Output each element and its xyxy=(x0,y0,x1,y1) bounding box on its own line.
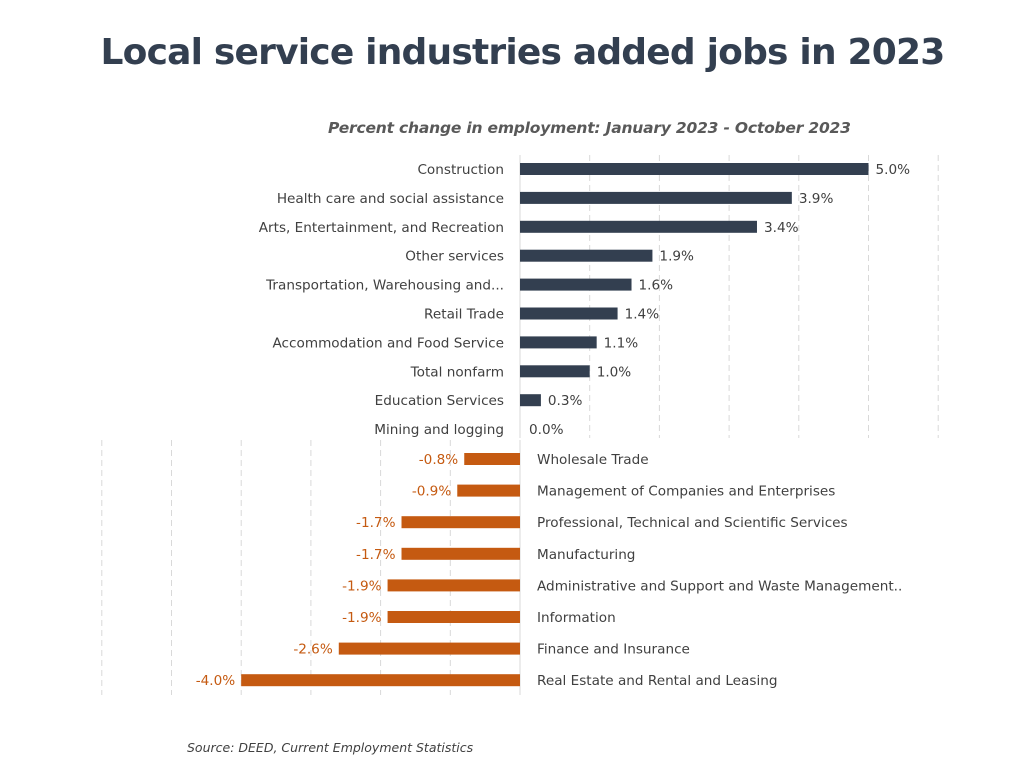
data-label: -1.7% xyxy=(356,515,396,531)
bar xyxy=(520,249,653,262)
data-label: -1.9% xyxy=(342,610,382,626)
category-label: Retail Trade xyxy=(424,307,504,323)
category-label: Manufacturing xyxy=(537,547,635,563)
data-label: 3.9% xyxy=(799,191,834,207)
data-label: 1.0% xyxy=(597,364,632,380)
data-label: 1.1% xyxy=(604,335,639,351)
category-label: Management of Companies and Enterprises xyxy=(537,484,835,500)
data-label: -0.9% xyxy=(412,484,452,500)
category-label: Wholesale Trade xyxy=(537,452,649,468)
category-label: Information xyxy=(537,610,616,626)
chart-title: Local service industries added jobs in 2… xyxy=(100,32,946,73)
category-label: Education Services xyxy=(375,393,504,409)
data-label: -2.6% xyxy=(293,642,333,658)
bar xyxy=(401,547,520,560)
category-label: Administrative and Support and Waste Man… xyxy=(537,578,902,594)
bar xyxy=(520,365,590,378)
bar xyxy=(338,642,520,655)
data-label: -1.7% xyxy=(356,547,396,563)
bar xyxy=(520,191,792,204)
bar xyxy=(520,336,597,349)
bar xyxy=(387,611,520,623)
bar xyxy=(464,453,520,465)
bar xyxy=(520,220,757,233)
category-label: Construction xyxy=(417,162,504,178)
category-label: Transportation, Warehousing and... xyxy=(265,278,504,294)
category-label: Real Estate and Rental and Leasing xyxy=(537,673,777,689)
data-label: 3.4% xyxy=(764,220,799,236)
bar xyxy=(387,579,520,592)
bar xyxy=(520,163,869,175)
data-label: -0.8% xyxy=(419,452,459,468)
category-label: Mining and logging xyxy=(374,422,504,438)
category-label: Accommodation and Food Service xyxy=(273,335,505,351)
data-label: 5.0% xyxy=(876,162,911,178)
data-label: 1.6% xyxy=(639,278,674,294)
data-label: 0.0% xyxy=(529,422,564,438)
data-label: -1.9% xyxy=(342,578,382,594)
chart-subtitle: Percent change in employment: January 20… xyxy=(328,119,851,137)
bar xyxy=(241,674,520,687)
data-label: 1.4% xyxy=(625,307,660,323)
category-label: Arts, Entertainment, and Recreation xyxy=(259,220,504,236)
bars-negative: Wholesale Trade -0.8% Management of Compan… xyxy=(196,452,903,689)
bars-positive: Construction 5.0% Health care and social a… xyxy=(259,162,910,438)
bar xyxy=(520,394,541,407)
bar xyxy=(401,516,520,529)
data-label: -4.0% xyxy=(196,673,236,689)
bar xyxy=(520,278,632,291)
category-label: Finance and Insurance xyxy=(537,642,690,658)
bar xyxy=(457,484,520,497)
category-label: Health care and social assistance xyxy=(277,191,504,207)
gridlines-positive xyxy=(519,155,939,438)
source-note: Source: DEED, Current Employment Statist… xyxy=(187,740,474,755)
bar xyxy=(520,307,618,320)
data-label: 0.3% xyxy=(548,393,583,409)
data-label: 1.9% xyxy=(659,249,694,265)
category-label: Other services xyxy=(405,249,504,265)
category-label: Total nonfarm xyxy=(410,364,504,380)
category-label: Professional, Technical and Scientific S… xyxy=(537,515,848,531)
